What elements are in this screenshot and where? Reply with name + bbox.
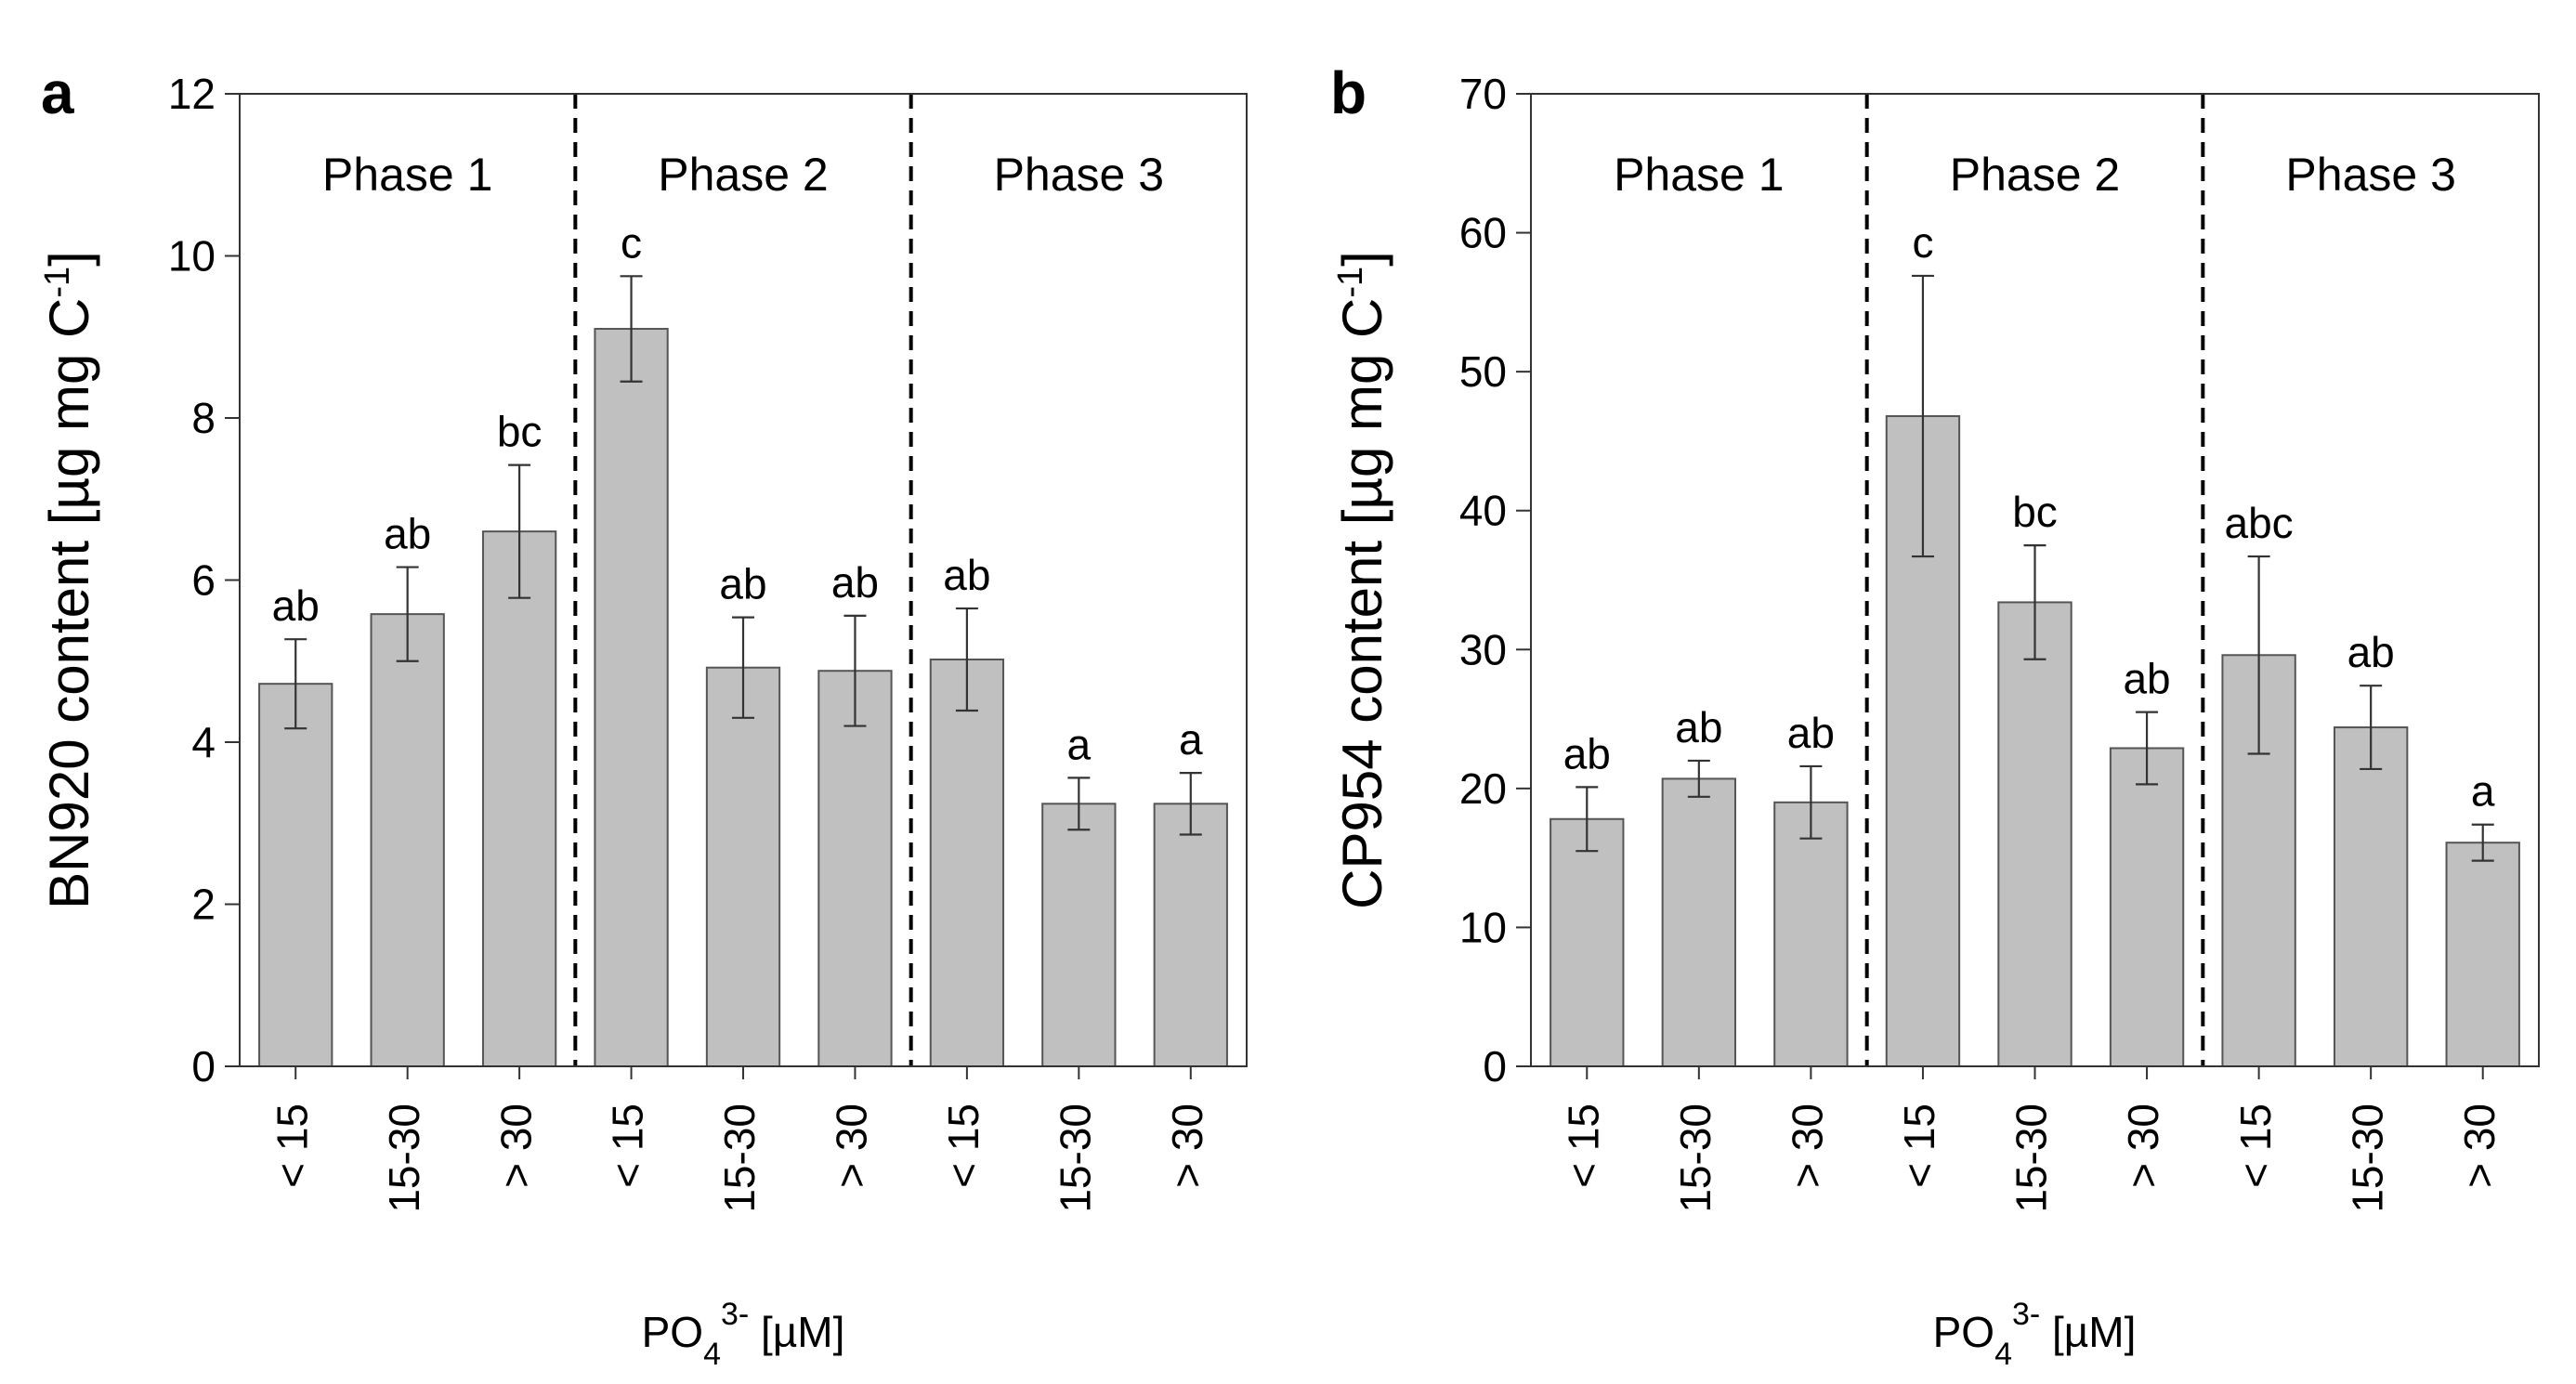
panel-letter: a <box>41 59 74 126</box>
bar <box>1041 803 1117 1067</box>
y-tick-label: 4 <box>191 718 216 766</box>
phase-label: Phase 2 <box>1950 149 2120 201</box>
x-tick-label: < 15 <box>1895 1103 1943 1188</box>
x-axis-label-subscript: 4 <box>703 1337 721 1372</box>
phase-label: Phase 1 <box>322 149 492 201</box>
y-axis-label: CP954 content [µg mg C-1] <box>1331 251 1393 909</box>
x-axis-label: PO43- [µM] <box>1933 1297 2137 1372</box>
bar <box>594 328 669 1067</box>
significance-label: abc <box>2225 499 2294 547</box>
x-tick-label: > 30 <box>2119 1103 2167 1188</box>
y-axis-label-tail: ] <box>38 251 100 267</box>
x-tick-label: 15-30 <box>380 1103 428 1213</box>
phase-label: Phase 2 <box>658 149 828 201</box>
y-tick-label: 70 <box>1459 70 1507 118</box>
y-tick-label: 10 <box>168 232 216 281</box>
bar <box>1997 601 2073 1068</box>
y-axis-label-superscript: -1 <box>38 267 77 298</box>
significance-label: c <box>621 218 642 267</box>
y-tick-label: 8 <box>191 394 216 442</box>
x-axis-label-unit: [µM] <box>749 1308 844 1356</box>
significance-label: c <box>1912 218 1933 267</box>
y-tick-label: 20 <box>1459 764 1507 813</box>
x-tick-label: < 15 <box>2231 1103 2280 1188</box>
significance-label: ab <box>1563 729 1611 777</box>
x-tick-label: < 15 <box>268 1103 316 1188</box>
x-axis-label-superscript: 3- <box>2012 1297 2040 1332</box>
y-tick-label: 12 <box>168 70 216 118</box>
bar <box>929 659 1005 1067</box>
bar <box>1153 803 1228 1067</box>
y-axis-label-main: CP954 content [µg mg C <box>1331 298 1393 909</box>
y-axis-label-superscript: -1 <box>1331 267 1370 298</box>
bar <box>1773 801 1849 1067</box>
x-tick-label: > 30 <box>2455 1103 2504 1188</box>
significance-label: ab <box>272 581 320 630</box>
x-axis-label-subscript: 4 <box>1994 1337 2012 1372</box>
x-tick-label: > 30 <box>828 1103 876 1188</box>
x-tick-label: 15-30 <box>1051 1103 1099 1213</box>
significance-label: ab <box>943 551 990 599</box>
significance-label: ab <box>2347 628 2395 676</box>
y-tick-label: 10 <box>1459 903 1507 951</box>
x-axis-label-main: PO <box>1933 1308 1994 1356</box>
y-tick-label: 50 <box>1459 347 1507 396</box>
x-tick-label: 15-30 <box>2007 1103 2056 1213</box>
x-axis-label-unit: [µM] <box>2040 1308 2136 1356</box>
y-tick-label: 0 <box>1483 1042 1507 1090</box>
y-tick-label: 40 <box>1459 487 1507 535</box>
bar <box>2109 747 2185 1068</box>
x-tick-label: 15-30 <box>1671 1103 1720 1213</box>
significance-label: ab <box>831 558 879 607</box>
x-tick-label: < 15 <box>1559 1103 1607 1188</box>
bar <box>2333 726 2409 1067</box>
bar <box>1661 777 1737 1067</box>
x-tick-label: < 15 <box>939 1103 987 1188</box>
x-tick-label: > 30 <box>1784 1103 1832 1188</box>
x-tick-label: > 30 <box>1163 1103 1211 1188</box>
x-tick-label: 15-30 <box>2343 1103 2391 1213</box>
y-axis-label-main: BN920 content [µg mg C <box>38 298 100 909</box>
bar <box>705 666 781 1067</box>
significance-label: ab <box>1787 709 1835 757</box>
y-tick-label: 2 <box>191 881 216 929</box>
significance-label: ab <box>2123 655 2170 703</box>
x-axis-label-superscript: 3- <box>721 1297 749 1332</box>
significance-label: ab <box>719 560 766 608</box>
phase-label: Phase 3 <box>994 149 1164 201</box>
significance-label: bc <box>497 408 543 456</box>
x-axis-label-main: PO <box>642 1308 703 1356</box>
y-tick-label: 30 <box>1459 625 1507 673</box>
bar <box>481 530 557 1067</box>
y-tick-label: 60 <box>1459 209 1507 257</box>
significance-label: a <box>1179 715 1203 764</box>
panel-letter: b <box>1330 59 1366 126</box>
x-tick-label: < 15 <box>604 1103 652 1188</box>
x-tick-label: > 30 <box>491 1103 540 1188</box>
significance-label: a <box>2471 767 2495 816</box>
y-tick-label: 6 <box>191 556 216 605</box>
bar <box>1550 817 1625 1068</box>
x-tick-label: 15-30 <box>715 1103 764 1213</box>
significance-label: bc <box>2012 488 2058 536</box>
panel-a: a ab ab bc c ab ab ab a a Phase 1 Phase 2 Phase 3 0 2 4… <box>38 59 1248 1372</box>
y-tick-label: 0 <box>191 1042 216 1090</box>
phase-label: Phase 1 <box>1614 149 1784 201</box>
phase-label: Phase 3 <box>2285 149 2455 201</box>
bar <box>258 683 333 1067</box>
significance-label: a <box>1067 720 1092 768</box>
bar <box>370 613 445 1068</box>
y-axis-label-tail: ] <box>1331 251 1393 267</box>
significance-label: ab <box>384 510 431 558</box>
y-axis-label: BN920 content [µg mg C-1] <box>38 251 100 909</box>
significance-label: ab <box>1675 703 1722 751</box>
x-axis-label: PO43- [µM] <box>642 1297 845 1372</box>
bar <box>2445 842 2520 1067</box>
bar <box>817 670 893 1067</box>
